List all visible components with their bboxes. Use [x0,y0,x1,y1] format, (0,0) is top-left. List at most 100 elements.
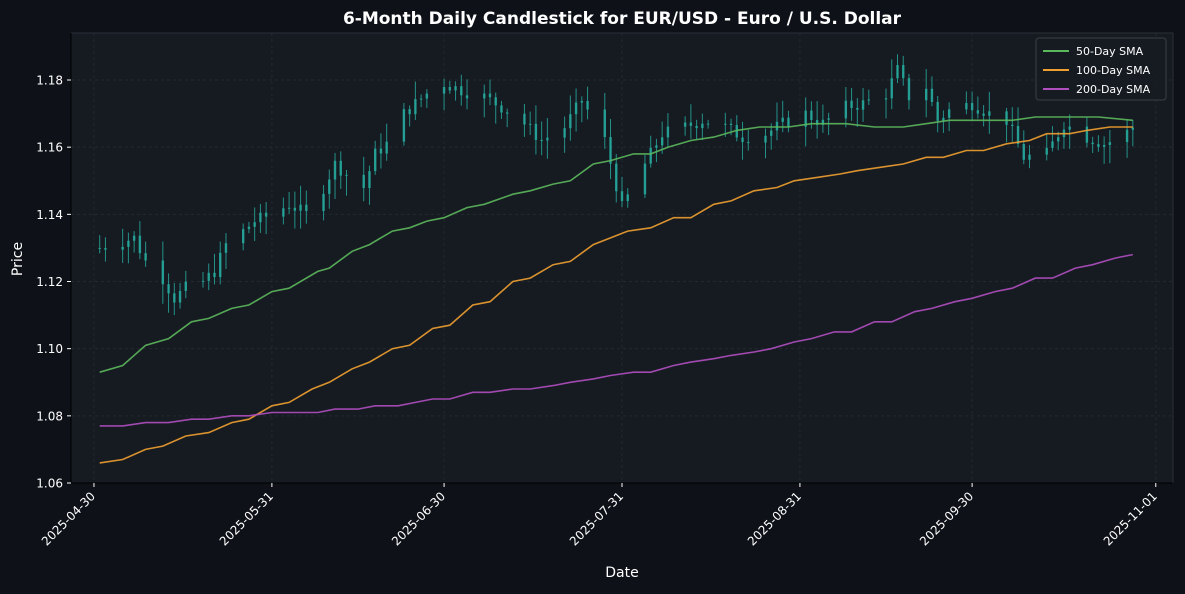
candle-body [138,235,142,254]
legend-entry: 100-Day SMA [1076,64,1151,77]
candle-body [620,191,624,202]
candle-body [201,280,205,282]
candle-body [781,117,784,122]
candle-body [259,212,262,223]
legend-entry: 200-Day SMA [1076,83,1151,96]
candle-body [947,109,951,118]
candle-body [506,112,509,114]
candle-body [1091,142,1094,145]
candle-body [1097,144,1100,147]
candle-body [655,145,658,148]
candle-body [178,290,182,303]
candle-body [488,93,492,98]
y-tick-label: 1.12 [36,275,63,289]
candle-body [706,123,710,125]
sma-line-200 [99,253,1133,427]
candle-body [569,114,572,129]
candle-body [804,110,807,127]
candle-body [683,122,687,127]
candle-body [448,86,452,91]
candle-body [701,123,704,129]
candle-body [770,130,773,136]
candle-body [408,109,411,115]
candle-body [379,148,383,154]
candle-body [322,193,325,212]
candle-body [609,137,612,164]
candle-body [729,123,733,126]
candle-body [965,103,968,110]
candle-body [580,100,584,103]
candle-body [884,98,888,100]
candle-body [844,100,848,119]
candle-body [328,179,331,194]
candle-body [810,110,813,120]
candle-body [643,163,647,195]
candle-body [1057,137,1060,142]
candle-body [282,208,285,217]
candle-body [976,110,980,114]
candle-body [574,102,578,115]
candle-body [988,111,991,116]
candle-body [815,119,819,125]
candle-body [127,240,130,247]
candle-body [787,117,790,127]
candle-body [540,139,543,141]
candle-body [132,235,136,241]
candle-body [1045,147,1048,155]
candle-body [425,93,429,99]
candle-body [167,284,170,294]
candle-body [764,135,767,143]
candle-body [1068,126,1071,130]
candle-body [982,113,985,116]
candle-body [121,246,124,250]
candle-body [1131,127,1135,130]
y-tick-label: 1.06 [36,477,63,491]
candle-body [689,122,693,126]
candle-body [890,78,893,99]
candle-body [373,148,377,172]
candle-body [299,204,302,211]
candle-body [460,86,463,96]
candle-body [219,252,222,278]
candle-body [494,97,497,106]
candle-body [907,78,911,101]
candle-body [626,194,629,202]
candle-body [333,160,337,180]
candle-body [666,126,670,138]
candle-body [896,65,899,79]
candle-body [1102,144,1106,147]
candle-body [534,123,538,140]
candle-body [821,119,825,125]
candle-body [1022,143,1025,160]
candle-body [827,118,830,120]
candle-body [930,88,934,102]
candle-body [1125,129,1129,143]
candle-body [1028,154,1031,160]
y-tick-label: 1.16 [36,141,63,155]
candle-body [402,109,406,142]
candle-body [213,272,216,278]
candle-body [224,243,228,253]
candle-body [775,121,779,131]
candle-body [1011,124,1014,126]
candle-body [339,160,342,176]
candle-body [741,137,744,143]
candle-body [253,222,256,227]
candle-body [247,226,251,230]
y-tick-label: 1.18 [36,74,63,88]
candle-body [419,98,423,100]
legend-entry: 50-Day SMA [1076,45,1144,58]
candle-body [368,171,371,189]
candle-body [287,207,291,209]
candle-body [465,95,469,99]
candle-body [528,123,532,125]
candle-body [414,99,417,115]
moving-average-lines [99,116,1133,464]
candle-body [724,123,727,125]
candle-body [902,65,905,79]
candle-body [1085,126,1089,143]
candle-body [173,293,176,303]
candle-body [305,204,308,212]
